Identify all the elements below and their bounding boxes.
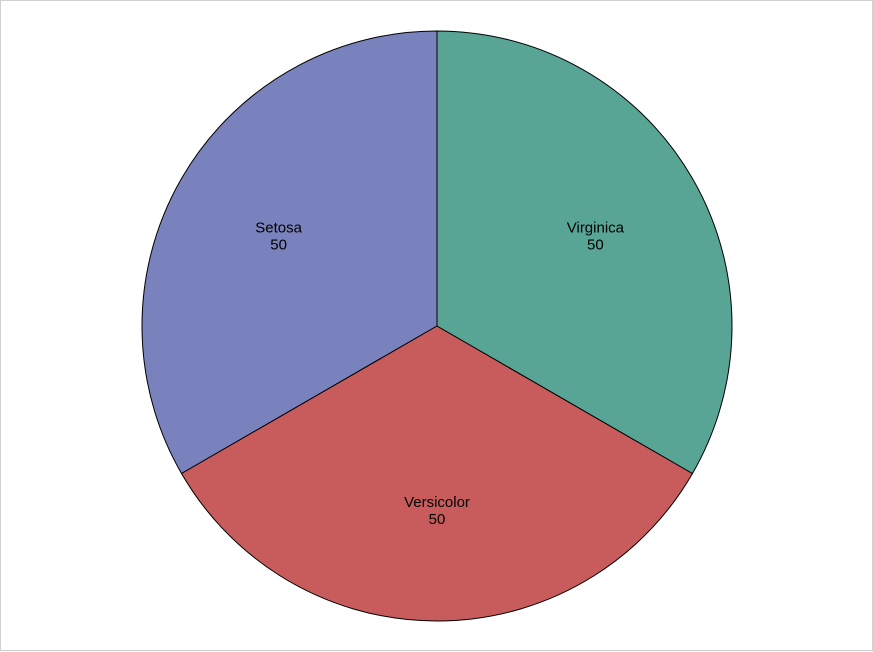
slice-label-name: Setosa (255, 220, 302, 237)
slice-label-name: Versicolor (404, 494, 470, 511)
slice-label-value: 50 (587, 237, 604, 254)
chart-container: Setosa50Versicolor50Virginica50 (0, 0, 873, 651)
pie-chart: Setosa50Versicolor50Virginica50 (1, 1, 873, 652)
slice-label-name: Virginica (567, 220, 625, 237)
slice-label-value: 50 (270, 237, 287, 254)
slice-label-value: 50 (429, 511, 446, 528)
